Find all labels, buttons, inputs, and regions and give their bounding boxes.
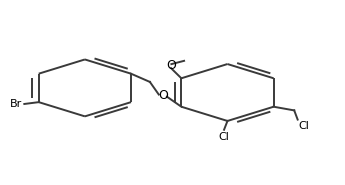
Text: Cl: Cl bbox=[298, 121, 309, 131]
Text: Br: Br bbox=[10, 99, 23, 109]
Text: Cl: Cl bbox=[219, 132, 229, 142]
Text: O: O bbox=[166, 59, 176, 72]
Text: O: O bbox=[158, 89, 168, 102]
